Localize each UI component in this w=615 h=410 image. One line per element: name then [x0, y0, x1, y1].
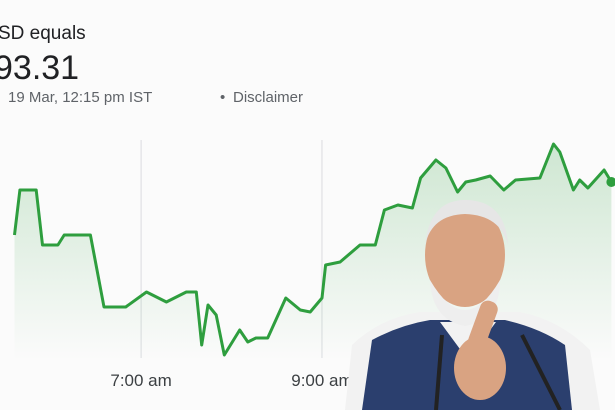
price-line [13, 142, 613, 357]
hand [454, 336, 506, 400]
x-tick-label: 9:00 am [291, 371, 352, 390]
x-tick-label: 7:00 am [110, 371, 171, 390]
price: 93.31 [0, 49, 79, 87]
separator: • [220, 89, 225, 106]
timestamp: 19 Mar, 12:15 pm IST [8, 89, 152, 106]
hair [425, 200, 508, 245]
microphone [434, 334, 444, 410]
current-point [606, 177, 615, 187]
microphone [520, 334, 562, 410]
header-title: SD equals [0, 23, 86, 44]
face [425, 203, 505, 307]
disclaimer[interactable]: Disclaimer [233, 89, 303, 106]
photo [345, 200, 600, 410]
